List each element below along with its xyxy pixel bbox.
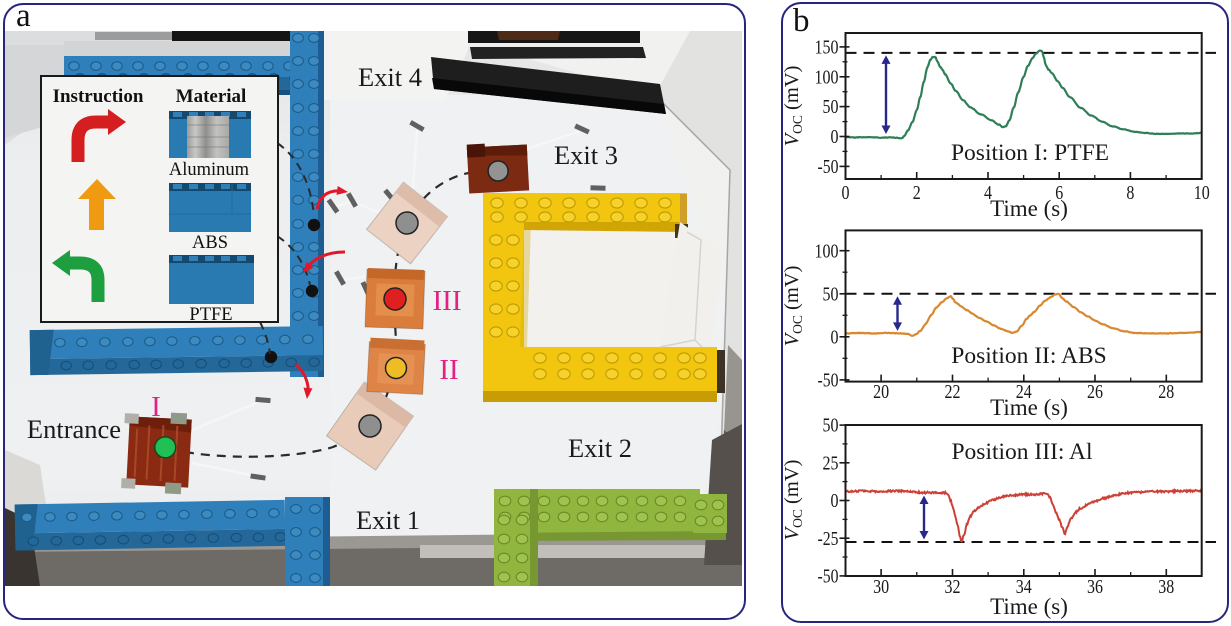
svg-text:ABS: ABS	[192, 233, 228, 253]
svg-text:22: 22	[945, 381, 961, 403]
svg-text:34: 34	[1016, 576, 1032, 598]
svg-text:Position III: Al: Position III: Al	[951, 439, 1092, 465]
svg-text:50: 50	[823, 415, 839, 437]
svg-text:Material: Material	[176, 86, 247, 107]
svg-text:Position II: ABS: Position II: ABS	[951, 343, 1106, 369]
svg-text:-50: -50	[818, 156, 839, 178]
svg-text:20: 20	[873, 381, 889, 403]
svg-text:50: 50	[823, 283, 839, 305]
svg-text:Time (s): Time (s)	[990, 196, 1068, 221]
svg-text:100: 100	[815, 66, 839, 88]
svg-text:10: 10	[1194, 182, 1210, 204]
svg-text:Aluminum: Aluminum	[169, 160, 250, 180]
svg-text:6: 6	[1055, 182, 1063, 204]
svg-text:38: 38	[1158, 576, 1174, 598]
svg-text:Exit 2: Exit 2	[568, 433, 632, 463]
svg-text:24: 24	[1016, 381, 1032, 403]
svg-text:Entrance: Entrance	[27, 414, 121, 444]
svg-text:4: 4	[984, 182, 992, 204]
svg-text:2: 2	[913, 182, 921, 204]
svg-text:Exit 4: Exit 4	[358, 62, 422, 92]
svg-text:Time (s): Time (s)	[990, 594, 1068, 619]
svg-text:III: III	[433, 285, 462, 317]
svg-text:0: 0	[831, 326, 839, 348]
svg-text:0: 0	[831, 490, 839, 512]
svg-text:I: I	[151, 391, 161, 423]
svg-text:VOC (mV): VOC (mV)	[781, 460, 805, 541]
svg-text:VOC (mV): VOC (mV)	[781, 266, 805, 347]
svg-text:28: 28	[1158, 381, 1174, 403]
svg-text:100: 100	[815, 240, 839, 262]
svg-text:Time (s): Time (s)	[990, 395, 1068, 420]
svg-text:36: 36	[1087, 576, 1103, 598]
svg-text:-50: -50	[818, 566, 839, 588]
svg-text:0: 0	[842, 182, 850, 204]
svg-text:26: 26	[1087, 381, 1103, 403]
svg-text:0: 0	[831, 126, 839, 148]
svg-text:30: 30	[873, 576, 889, 598]
svg-text:II: II	[439, 354, 458, 386]
svg-text:Exit 3: Exit 3	[554, 140, 618, 170]
svg-text:PTFE: PTFE	[189, 305, 232, 325]
svg-text:25: 25	[823, 452, 839, 474]
svg-text:VOC (mV): VOC (mV)	[781, 66, 805, 147]
svg-text:32: 32	[945, 576, 961, 598]
svg-text:8: 8	[1126, 182, 1134, 204]
svg-text:-50: -50	[818, 370, 839, 392]
svg-text:-25: -25	[818, 528, 839, 550]
svg-text:Instruction: Instruction	[53, 86, 144, 107]
svg-text:Exit 1: Exit 1	[356, 505, 420, 535]
svg-text:150: 150	[815, 37, 839, 59]
svg-text:Position I: PTFE: Position I: PTFE	[951, 140, 1109, 166]
svg-text:50: 50	[823, 96, 839, 118]
